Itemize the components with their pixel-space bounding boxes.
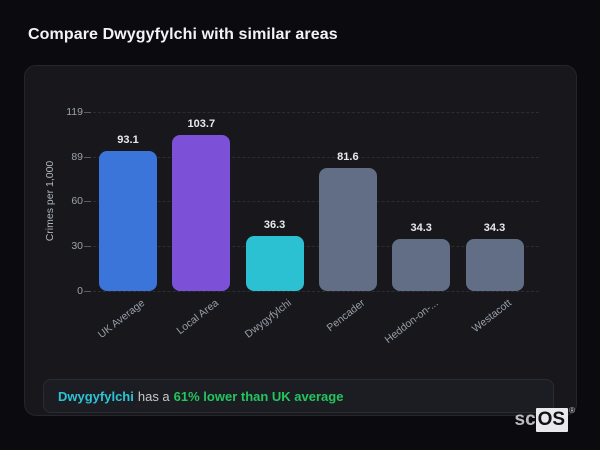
bar-value-label: 36.3 [263,219,286,232]
gridline [93,112,539,113]
gridline [93,291,539,292]
registered-trademark-icon: ® [569,406,575,415]
bar-dwygyfylchi[interactable] [245,236,304,291]
bar-value-label: 34.3 [410,222,432,235]
summary-note-text: has a [137,388,170,404]
bar-value-label: 103.7 [187,118,216,130]
bar-westacott[interactable] [465,239,524,291]
y-tick-mark [84,291,91,292]
bar-heddon-on-[interactable] [392,239,451,291]
bar-value-label: 34.3 [483,222,506,235]
x-axis-label: Local Area [174,297,221,338]
x-axis-label: Heddon-on-... [382,297,441,346]
y-tick-label: 0 [77,285,83,297]
y-tick-label: 30 [71,239,83,252]
y-tick-mark [84,157,91,159]
chart-card: Crimes per 1,000 119 89 60 30 0 93.1 UK Averag… [24,65,577,416]
bar-value-label: 81.6 [337,151,359,164]
y-tick-label: 119 [66,106,83,118]
logo-suffix: OS [535,408,569,432]
bar-chart: Crimes per 1,000 119 89 60 30 0 93.1 UK Averag… [25,66,576,415]
bar-uk-average[interactable] [99,150,157,291]
y-tick-mark [84,112,91,113]
bar-value-label: 93.1 [117,133,139,146]
y-tick-label: 89 [71,151,83,164]
gridline [93,200,539,202]
bar-local-area[interactable] [172,135,231,291]
bar-pencader[interactable] [318,168,377,291]
x-axis-label: UK Average [95,297,148,341]
y-tick-label: 60 [71,194,83,207]
x-axis-label: Pencader [324,297,368,335]
gridline [93,245,539,247]
x-axis-label: Westacott [469,297,514,336]
summary-note-highlight: 61% lower than UK average [173,388,344,404]
scos-logo: sc OS ® [514,406,575,432]
y-tick-mark [84,245,91,247]
gridline [93,157,539,159]
summary-note: Dwygyfylchi has a 61% lower than UK aver… [43,379,554,413]
page-title: Compare Dwygyfylchi with similar areas [28,26,338,43]
x-axis-label: Dwygyfylchi [242,297,294,341]
logo-prefix: sc [514,409,536,430]
summary-area-name: Dwygyfylchi [58,388,134,404]
y-tick-mark [84,200,91,202]
